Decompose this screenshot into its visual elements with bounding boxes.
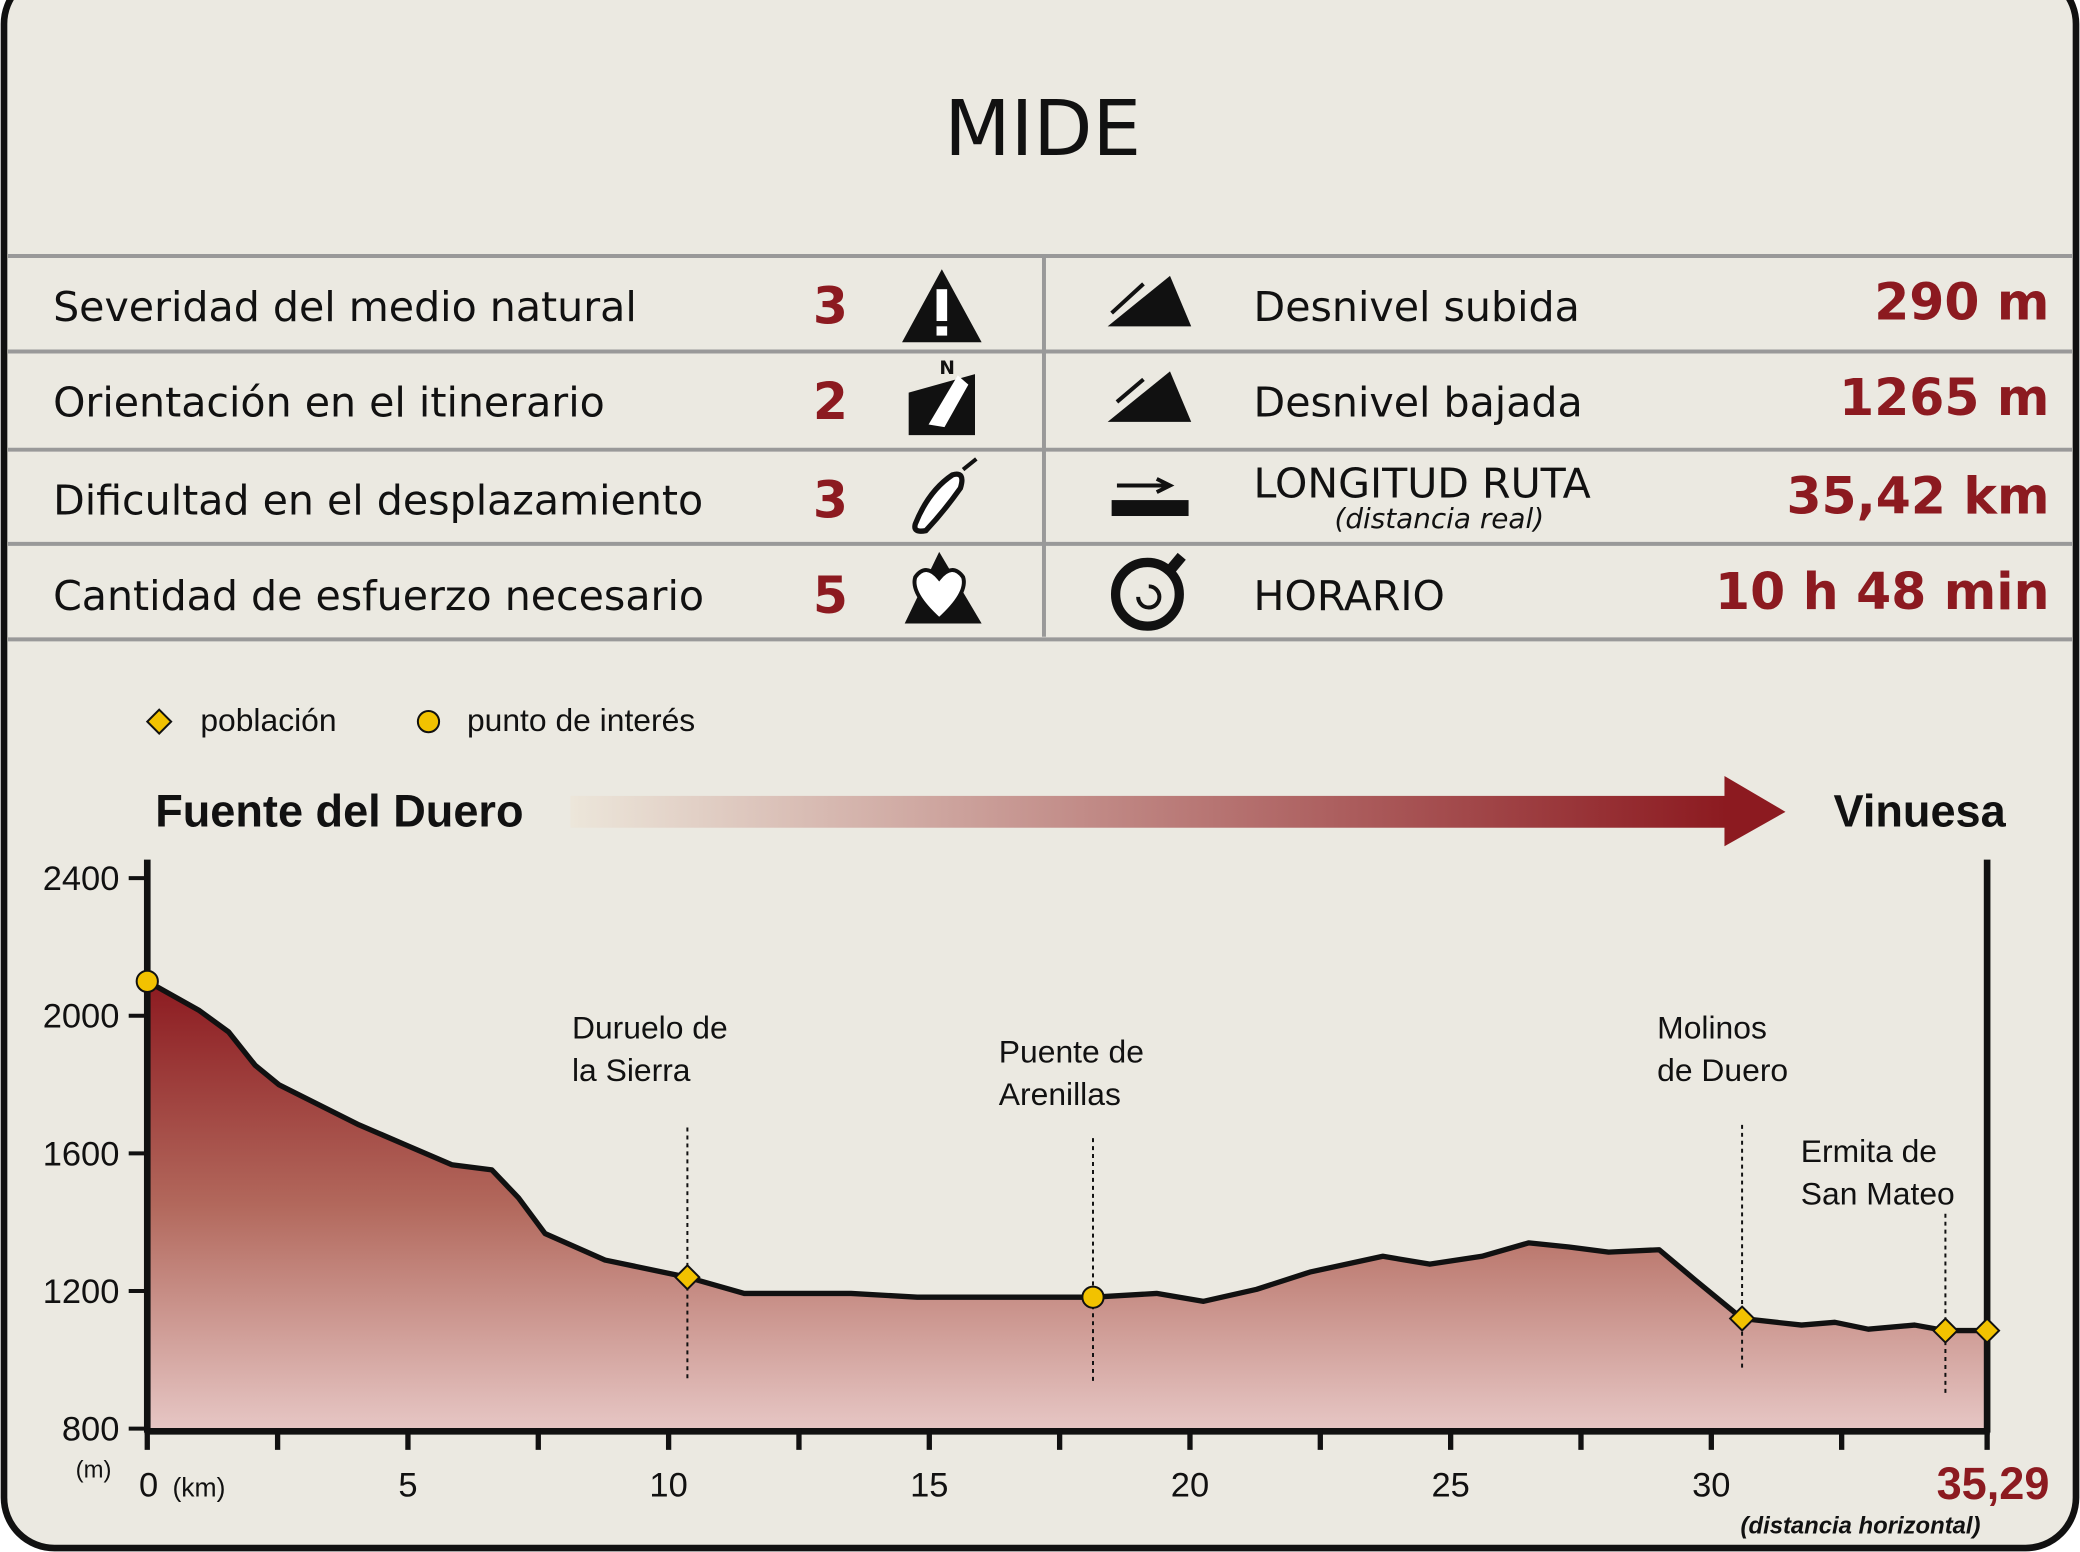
elevation-chart: Fuente del Duero Vinuesa 800 1200 1600 2000 24… <box>43 702 2050 1540</box>
icons: N <box>902 269 1192 631</box>
icon-clock <box>1110 557 1184 631</box>
x-tick-label: 25 <box>1431 1466 1469 1504</box>
x-tick-label: 10 <box>649 1466 687 1504</box>
y-tick-label: 1600 <box>43 1135 120 1173</box>
row-label: LONGITUD RUTA <box>1254 459 1591 507</box>
row-value: 5 <box>813 566 848 625</box>
marker-diamond <box>1973 1317 2001 1344</box>
icon-clock-knob <box>1167 552 1186 572</box>
icon-compass <box>928 375 969 428</box>
row-value: 10 h 48 min <box>1715 562 2049 621</box>
icon-north: N <box>939 358 955 379</box>
legend-label: población <box>200 702 336 738</box>
icon-descent-arrow <box>1115 377 1145 404</box>
annotation-text: Duruelo de <box>572 1010 728 1046</box>
marker-circle <box>1081 1285 1105 1309</box>
table-lines <box>7 254 2073 642</box>
x-tick-label: 30 <box>1692 1466 1730 1504</box>
row-value: 2 <box>813 372 848 431</box>
y-tick-label: 1200 <box>43 1273 120 1311</box>
row-label: HORARIO <box>1254 572 1445 620</box>
row-label: Severidad del medio natural <box>53 283 637 331</box>
x-tick-label: 0 <box>139 1466 158 1504</box>
route-arrow-head <box>1724 776 1786 847</box>
x-note: (distancia horizontal) <box>1741 1512 1981 1539</box>
row-label: Cantidad de esfuerzo necesario <box>53 572 704 620</box>
x-tick-label: 15 <box>910 1466 948 1504</box>
elevation-line <box>145 979 1988 1334</box>
row-label: Dificultad en el desplazamiento <box>53 477 703 525</box>
row-value: 35,42 km <box>1787 466 2050 525</box>
x-tick-label: 20 <box>1171 1466 1209 1504</box>
y-tick-label: 2000 <box>43 998 120 1036</box>
marker-diamond <box>674 1263 701 1291</box>
icon-warning-mark <box>936 289 948 322</box>
legend-swatch <box>145 708 173 735</box>
y-tick-label: 800 <box>62 1411 120 1449</box>
legend-label: punto de interés <box>467 702 695 738</box>
annotation-text: la Sierra <box>572 1052 691 1088</box>
row-label: Desnivel subida <box>1254 283 1580 331</box>
title: MIDE <box>944 85 1141 174</box>
x-unit: (km) <box>172 1472 225 1502</box>
annotation-text: Ermita de <box>1801 1133 1937 1169</box>
row-label: Orientación en el itinerario <box>53 379 605 427</box>
marker-circle <box>135 969 159 993</box>
legend-swatch <box>416 710 441 734</box>
icon-descent <box>1107 371 1192 422</box>
elevation-area <box>147 981 1988 1429</box>
route-arrow <box>570 795 1728 828</box>
icon-boot-arrow <box>961 457 978 472</box>
x-end-label: 35,29 <box>1937 1458 2050 1509</box>
marker-diamond <box>1728 1305 1756 1332</box>
row-value: 1265 m <box>1839 368 2049 427</box>
icon-length <box>1111 500 1189 517</box>
icon-ascent-arrow <box>1110 282 1145 315</box>
row-label: Desnivel bajada <box>1254 379 1583 427</box>
annotation-text: de Duero <box>1657 1052 1788 1088</box>
annotation-text: San Mateo <box>1801 1175 1955 1211</box>
icon-clock-hand <box>1136 584 1162 610</box>
row-value: 3 <box>813 277 848 336</box>
marker-diamond <box>1932 1317 1959 1344</box>
y-unit: (m) <box>76 1457 112 1484</box>
row-value: 3 <box>813 470 848 529</box>
y-tick-label: 2400 <box>43 860 120 898</box>
icon-warning-dot <box>936 326 948 336</box>
icon-heart <box>912 568 966 623</box>
mide-table: Severidad del medio natural 3 Orientación … <box>53 273 2049 625</box>
route-start: Fuente del Duero <box>155 785 523 836</box>
route-end: Vinuesa <box>1834 785 2007 836</box>
icon-length-arrow <box>1116 477 1175 494</box>
x-tick-label: 5 <box>398 1466 417 1504</box>
row-value: 290 m <box>1874 273 2049 332</box>
icon-ascent <box>1107 275 1192 327</box>
row-sublabel: (distancia real) <box>1334 502 1544 535</box>
icon-boot <box>912 471 965 534</box>
annotation-text: Molinos <box>1657 1010 1767 1046</box>
annotation-text: Puente de <box>999 1034 1144 1070</box>
annotation-text: Arenillas <box>999 1076 1121 1112</box>
